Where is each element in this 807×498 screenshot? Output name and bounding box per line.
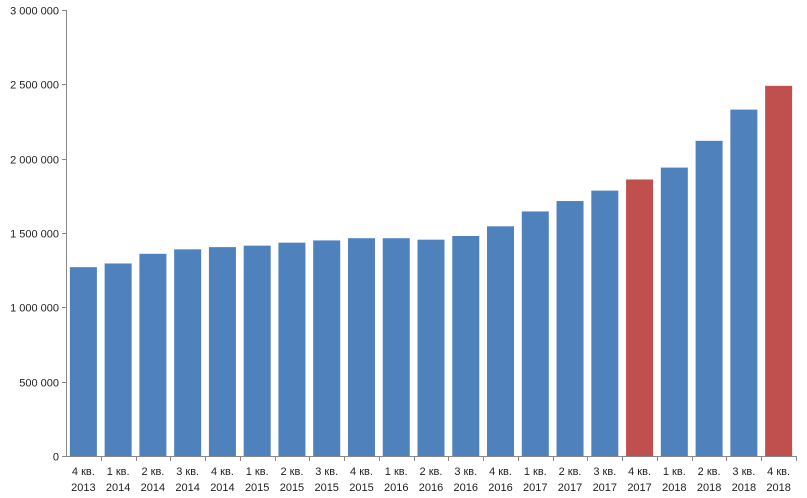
- x-tick-label-year: 2018: [766, 482, 790, 494]
- bar: [104, 263, 132, 456]
- bar: [69, 267, 97, 456]
- bar: [208, 247, 236, 456]
- bar: [174, 249, 202, 456]
- x-tick-label-year: 2016: [419, 482, 443, 494]
- x-tick-label-year: 2015: [314, 482, 338, 494]
- x-tick-label-quarter: 2 кв.: [141, 466, 164, 478]
- y-tick-label: 1 000 000: [10, 303, 59, 315]
- x-tick-label-quarter: 3 кв.: [315, 466, 338, 478]
- x-tick-label-quarter: 1 кв.: [524, 466, 547, 478]
- x-tick-label-quarter: 1 кв.: [246, 466, 269, 478]
- y-axis: 0 500 000 1 000 000 1 500 000 2 000 000 2 500…: [10, 6, 67, 464]
- bar: [487, 226, 515, 456]
- x-tick-label-quarter: 3 кв.: [732, 466, 755, 478]
- x-tick-label-year: 2014: [175, 482, 199, 494]
- x-tick-label-year: 2013: [71, 482, 95, 494]
- bar: [521, 211, 549, 456]
- y-tick-label: 3 000 000: [10, 6, 59, 18]
- bar: [556, 201, 584, 456]
- x-tick-label-quarter: 2 кв.: [559, 466, 582, 478]
- x-tick-label-year: 2018: [697, 482, 721, 494]
- x-tick-label-quarter: 4 кв.: [767, 466, 790, 478]
- x-tick-label-year: 2017: [523, 482, 547, 494]
- x-tick-label-year: 2017: [627, 482, 651, 494]
- bar: [382, 238, 410, 456]
- x-axis: 4 кв. 2013 1 кв. 2014 2 кв. 2014 3 кв. 2014 4 кв…: [66, 456, 797, 494]
- bar: [730, 109, 758, 457]
- x-tick-label-quarter: 2 кв.: [698, 466, 721, 478]
- x-tick-label-quarter: 3 кв.: [176, 466, 199, 478]
- bar: [347, 238, 375, 456]
- x-tick-label-year: 2014: [141, 482, 165, 494]
- bar: [417, 239, 445, 456]
- x-tick-label-quarter: 2 кв.: [420, 466, 443, 478]
- y-tick-label: 0: [53, 452, 59, 464]
- x-tick-label-quarter: 3 кв.: [593, 466, 616, 478]
- bar: [243, 245, 271, 456]
- x-tick-label-quarter: 1 кв.: [107, 466, 130, 478]
- x-tick-label-year: 2015: [245, 482, 269, 494]
- x-tick-label-year: 2017: [558, 482, 582, 494]
- bar: [660, 167, 688, 456]
- bar-highlighted: [765, 85, 793, 456]
- x-tick-label-year: 2016: [384, 482, 408, 494]
- x-tick-label-quarter: 4 кв.: [72, 466, 95, 478]
- x-tick-label-year: 2018: [732, 482, 756, 494]
- x-tick-label-year: 2014: [210, 482, 234, 494]
- x-tick-label-quarter: 2 кв.: [281, 466, 304, 478]
- bar: [278, 242, 306, 456]
- bar: [139, 253, 167, 456]
- x-tick-label-year: 2015: [349, 482, 373, 494]
- x-tick-label-quarter: 4 кв.: [489, 466, 512, 478]
- x-tick-label-year: 2018: [662, 482, 686, 494]
- x-tick-label-quarter: 1 кв.: [385, 466, 408, 478]
- x-tick-label-year: 2015: [280, 482, 304, 494]
- y-tick-label: 1 500 000: [10, 229, 59, 241]
- x-tick-label-quarter: 4 кв.: [628, 466, 651, 478]
- y-tick-label: 500 000: [19, 378, 59, 390]
- y-tick-label: 2 500 000: [10, 80, 59, 92]
- y-tick-label: 2 000 000: [10, 155, 59, 167]
- x-tick-label-quarter: 3 кв.: [454, 466, 477, 478]
- x-tick-label-year: 2017: [593, 482, 617, 494]
- bar: [313, 240, 341, 456]
- x-tick-label-year: 2016: [454, 482, 478, 494]
- x-tick-label-quarter: 1 кв.: [663, 466, 686, 478]
- x-tick-label-quarter: 4 кв.: [211, 466, 234, 478]
- bars: [69, 85, 793, 457]
- bar: [591, 190, 619, 456]
- bar-highlighted: [626, 179, 654, 457]
- x-tick-label-year: 2016: [488, 482, 512, 494]
- x-tick-label-year: 2014: [106, 482, 130, 494]
- bar: [452, 235, 480, 456]
- x-tick-label-quarter: 4 кв.: [350, 466, 373, 478]
- bar: [695, 140, 723, 456]
